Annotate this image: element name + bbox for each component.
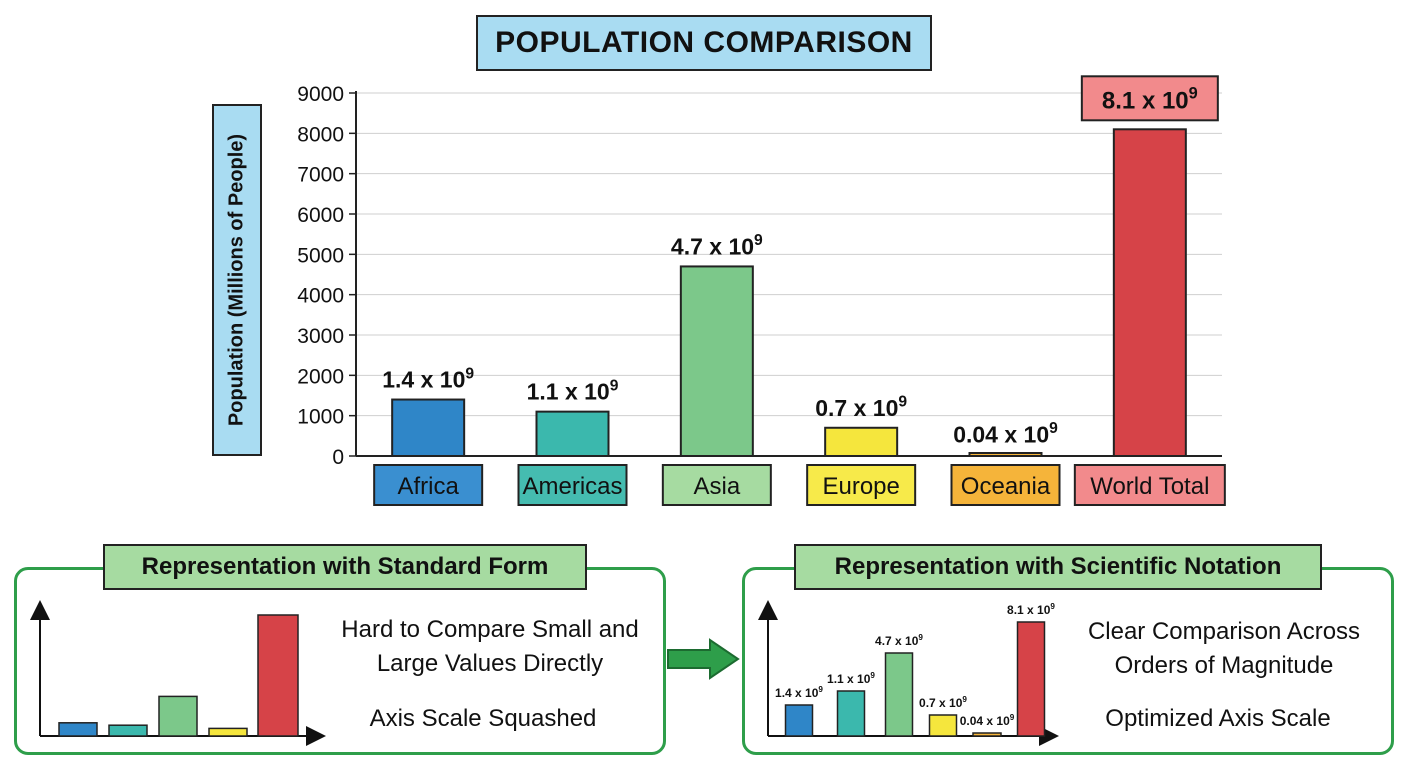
y-tick-label-1000: 1000 xyxy=(297,406,344,429)
bar-americas xyxy=(535,410,610,457)
y-axis-label-box: Population (Millions of People) xyxy=(212,104,262,456)
bar-europe xyxy=(824,426,899,457)
standard-form-text-1: Hard to Compare Small and xyxy=(341,616,639,643)
category-box-africa xyxy=(373,464,484,506)
scientific-notation-mini-label-europe: 0.7 x 109 xyxy=(919,695,967,710)
standard-form-text-3: Axis Scale Squashed xyxy=(369,705,597,732)
scientific-notation-mini-bar-europe xyxy=(928,714,958,737)
scientific-notation-mini-label-africa: 1.4 x 109 xyxy=(775,685,823,700)
scientific-notation-mini-bar-oceania xyxy=(972,732,1002,737)
category-box-europe xyxy=(806,464,917,506)
standard-form-mini-bar-world-total xyxy=(257,614,299,737)
scientific-notation-mini-label-oceania: 0.04 x 109 xyxy=(960,713,1015,728)
standard-form-mini-bar-africa xyxy=(58,722,98,737)
scientific-notation-mini-label-world-total: 8.1 x 109 xyxy=(1007,602,1055,617)
y-tick-label-4000: 4000 xyxy=(297,285,344,308)
standard-form-panel-title: Representation with Standard Form xyxy=(103,544,587,590)
bar-asia xyxy=(679,265,754,457)
data-label-box-world-total xyxy=(1080,75,1219,122)
category-label-world-total: World Total xyxy=(1090,473,1209,500)
bar-oceania xyxy=(968,452,1043,457)
y-tick-label-2000: 2000 xyxy=(297,365,344,388)
y-tick-label-0: 0 xyxy=(332,446,344,469)
y-tick-label-3000: 3000 xyxy=(297,325,344,348)
category-label-africa: Africa xyxy=(397,473,459,500)
data-label-oceania: 0.04 x 109 xyxy=(953,420,1058,447)
standard-form-text-2: Large Values Directly xyxy=(376,650,604,677)
category-label-americas: Americas xyxy=(522,473,622,500)
chart-title: POPULATION COMPARISON xyxy=(476,15,932,71)
y-tick-label-9000: 9000 xyxy=(297,83,344,106)
scientific-notation-panel-title: Representation with Scientific Notation xyxy=(794,544,1322,590)
scientific-notation-mini-label-asia: 4.7 x 109 xyxy=(875,633,923,648)
y-tick-label-6000: 6000 xyxy=(297,204,344,227)
data-label-asia: 4.7 x 109 xyxy=(671,232,763,259)
scientific-notation-mini-bar-africa xyxy=(784,704,814,737)
transition-arrow-icon xyxy=(667,638,740,680)
category-box-world-total xyxy=(1073,464,1226,506)
scientific-notation-text-3: Optimized Axis Scale xyxy=(1105,705,1331,732)
y-tick-label-7000: 7000 xyxy=(297,164,344,187)
category-label-oceania: Oceania xyxy=(961,473,1051,500)
data-label-world-total: 8.1 x 109 xyxy=(1102,85,1198,115)
category-label-europe: Europe xyxy=(822,473,899,500)
category-box-oceania xyxy=(950,464,1061,506)
category-label-asia: Asia xyxy=(693,473,740,500)
bar-world-total xyxy=(1112,128,1187,458)
scientific-notation-mini-label-americas: 1.1 x 109 xyxy=(827,671,875,686)
scientific-notation-mini-bar-world-total xyxy=(1016,621,1046,737)
bar-africa xyxy=(391,398,466,457)
y-tick-label-8000: 8000 xyxy=(297,123,344,146)
scientific-notation-text-1: Clear Comparison Across xyxy=(1087,618,1361,645)
standard-form-mini-bar-americas xyxy=(108,724,148,737)
standard-form-mini-bar-asia xyxy=(158,695,198,737)
scientific-notation-text-2: Orders of Magnitude xyxy=(1114,652,1334,679)
standard-form-panel xyxy=(14,567,666,755)
scientific-notation-mini-bar-americas xyxy=(836,690,866,737)
category-box-americas xyxy=(517,464,628,506)
data-label-africa: 1.4 x 109 xyxy=(382,365,474,392)
data-label-americas: 1.1 x 109 xyxy=(527,377,619,404)
data-label-europe: 0.7 x 109 xyxy=(815,394,907,421)
standard-form-mini-bar-europe xyxy=(208,727,248,737)
scientific-notation-mini-bar-asia xyxy=(884,652,914,737)
y-tick-label-5000: 5000 xyxy=(297,244,344,267)
category-box-asia xyxy=(661,464,772,506)
